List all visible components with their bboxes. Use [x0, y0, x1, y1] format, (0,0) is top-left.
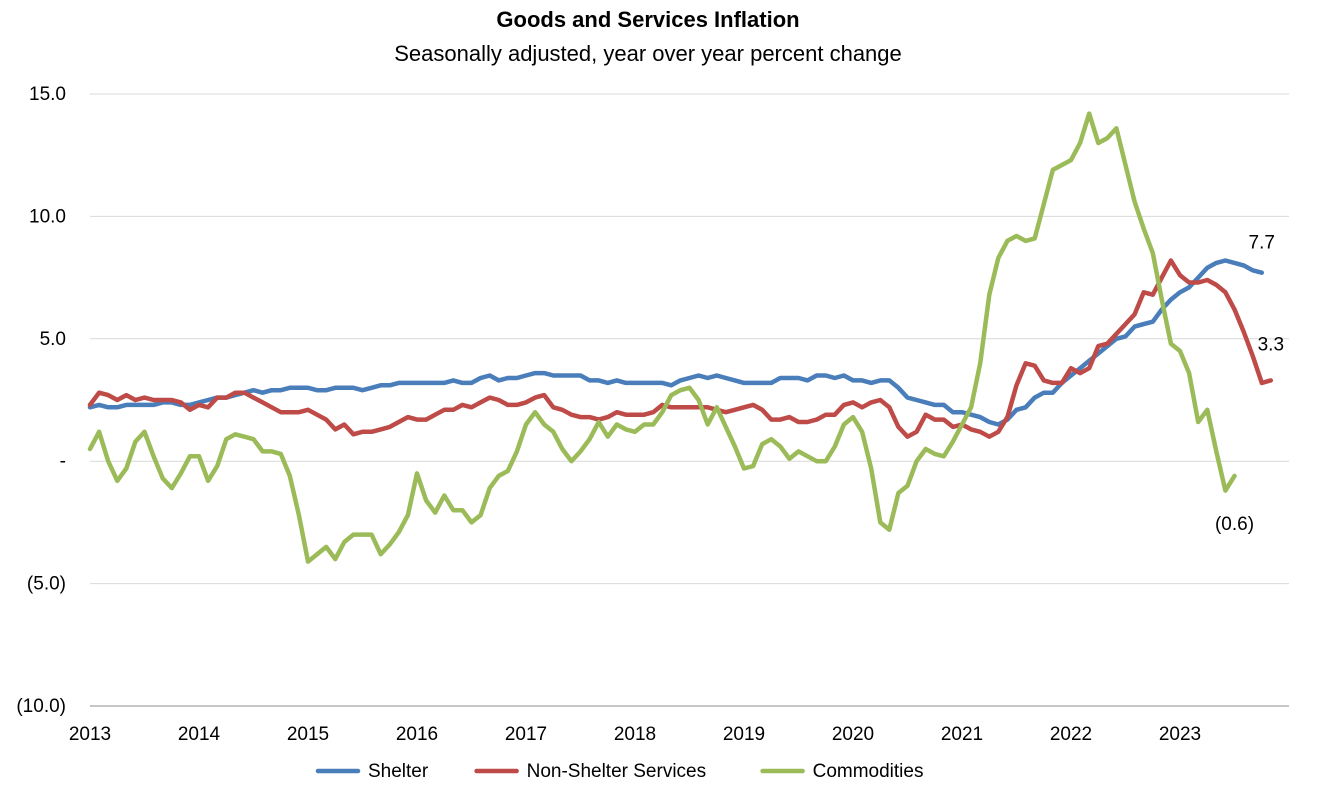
x-tick-label: 2019: [723, 724, 765, 745]
x-tick-label: 2023: [1159, 724, 1201, 745]
end-label-shelter: 7.7: [1249, 233, 1275, 254]
series-line-commodities: [87, 111, 1237, 564]
series-line-non-shelter-services: [87, 258, 1274, 439]
y-tick-label: (10.0): [16, 696, 66, 717]
x-tick-label: 2016: [396, 724, 438, 745]
end-value-labels: 7.7 3.3 (0.6): [1215, 233, 1284, 535]
legend-label-commodities: Commodities: [813, 761, 924, 782]
legend: Shelter Non-Shelter Services Commodities: [315, 761, 924, 782]
y-tick-label: 5.0: [40, 329, 66, 350]
end-label-commodities: (0.6): [1215, 514, 1254, 535]
x-tick-label: 2014: [178, 724, 221, 745]
legend-label-shelter: Shelter: [368, 761, 429, 782]
x-tick-label: 2022: [1050, 724, 1092, 745]
y-tick-label: -: [60, 451, 66, 472]
y-tick-label: (5.0): [27, 574, 66, 595]
series-line-shelter: [87, 258, 1265, 427]
x-tick-label: 2017: [505, 724, 547, 745]
x-tick-label: 2013: [69, 724, 111, 745]
y-tick-label: 10.0: [29, 206, 66, 227]
y-tick-label: 15.0: [29, 84, 66, 105]
y-axis-tick-labels: 15.0 10.0 5.0 - (5.0) (10.0): [16, 84, 66, 717]
x-tick-label: 2018: [614, 724, 656, 745]
chart-title: Goods and Services Inflation: [496, 7, 799, 32]
x-tick-label: 2015: [287, 724, 329, 745]
x-tick-label: 2020: [832, 724, 874, 745]
x-axis-tick-labels: 2013 2014 2015 2016 2017 2018 2019 2020 2021 2022…: [69, 724, 1201, 745]
x-tick-label: 2021: [941, 724, 983, 745]
series-lines: [87, 111, 1274, 564]
chart-subtitle: Seasonally adjusted, year over year perc…: [394, 41, 902, 66]
end-label-non-shelter-services: 3.3: [1258, 334, 1284, 355]
legend-label-non-shelter-services: Non-Shelter Services: [527, 761, 707, 782]
gridlines: [90, 93, 1289, 707]
